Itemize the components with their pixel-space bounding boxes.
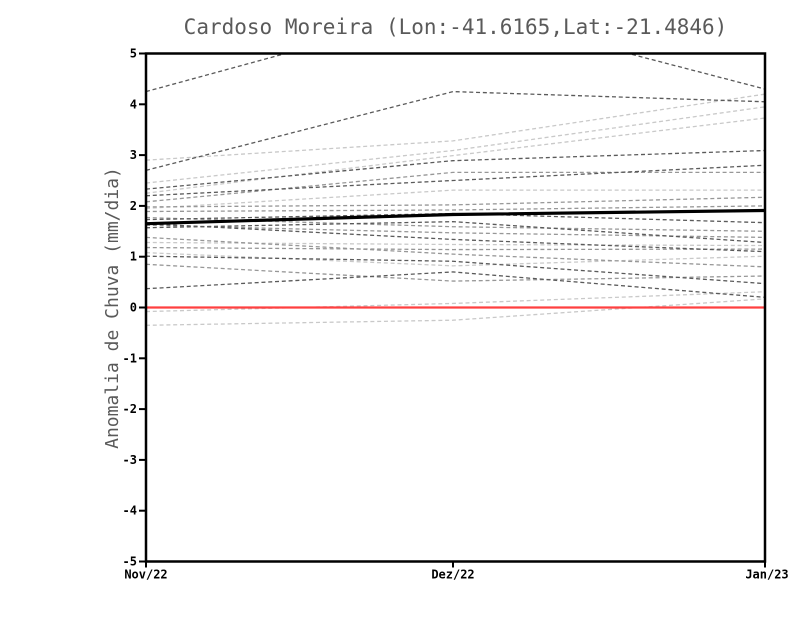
y-tick-label: 0 <box>130 301 137 315</box>
member-line-membros-1-8 <box>146 106 765 184</box>
member-line-membros-1-8 <box>146 93 765 161</box>
member-line-membros-1-8 <box>146 298 765 326</box>
member-line-membros-9-16 <box>146 263 765 282</box>
chart-title: Cardoso Moreira (Lon:-41.6165,Lat:-21.48… <box>183 15 728 39</box>
member-line-membros-1-8 <box>146 241 765 247</box>
member-line-membros-17-25 <box>146 90 765 171</box>
member-line-membros-17-25 <box>146 271 765 298</box>
x-tick-label: Dez/22 <box>431 568 474 582</box>
y-tick-label: -2 <box>123 402 137 416</box>
member-line-membros-9-16 <box>146 205 765 213</box>
y-tick-label: 4 <box>130 97 137 111</box>
member-line-membros-9-16 <box>146 246 765 251</box>
x-tick-label: Nov/22 <box>124 568 167 582</box>
y-tick-label: -1 <box>123 351 137 365</box>
y-tick-label: 1 <box>130 250 137 264</box>
member-line-membros-17-25 <box>146 164 765 197</box>
y-tick-label: -5 <box>123 555 137 569</box>
member-line-membros-9-16 <box>146 196 765 208</box>
member-line-membros-9-16 <box>146 236 765 268</box>
member-line-membros-9-16 <box>146 171 765 203</box>
member-line-membros-17-25 <box>146 53 765 93</box>
y-tick-label: -3 <box>123 453 137 467</box>
member-line-membros-17-25 <box>146 149 765 190</box>
member-line-membros-17-25 <box>146 223 765 253</box>
legend: Membros 1-8 Membros 9-16 Membros 17-25 E… <box>0 585 800 605</box>
member-line-membros-17-25 <box>146 220 765 244</box>
ensemble-mean-line <box>146 208 765 226</box>
member-line-membros-1-8 <box>146 251 765 267</box>
member-line-membros-1-8 <box>146 291 765 313</box>
member-line-membros-1-8 <box>146 189 765 210</box>
member-line-membros-17-25 <box>146 255 765 285</box>
y-tick-label: 5 <box>130 47 137 61</box>
y-tick-label: 2 <box>130 199 137 213</box>
y-tick-label: 3 <box>130 148 137 162</box>
member-line-membros-9-16 <box>146 224 765 239</box>
y-tick-label: -4 <box>123 504 137 518</box>
x-tick-label: Jan/23 <box>745 568 788 582</box>
member-line-membros-1-8 <box>146 117 765 194</box>
data-lines <box>146 53 765 326</box>
